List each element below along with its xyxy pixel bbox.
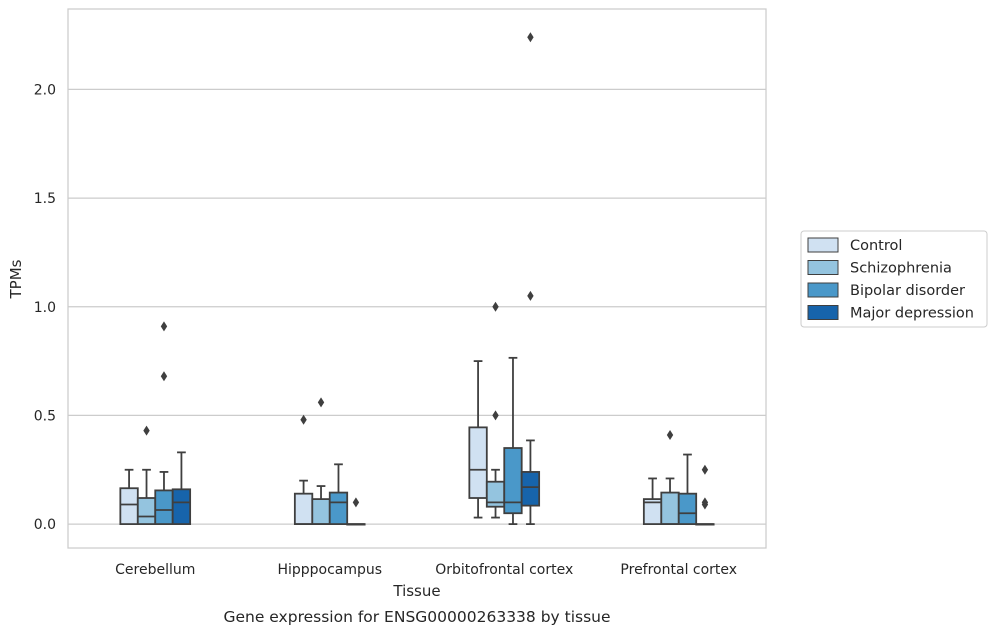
box-body bbox=[677, 492, 698, 525]
y-tick-label: 2.0 bbox=[34, 82, 56, 98]
box-0-0 bbox=[119, 468, 139, 525]
legend-label: Bipolar disorder bbox=[850, 283, 965, 299]
box-1-2 bbox=[328, 463, 349, 525]
box-layer bbox=[119, 32, 715, 526]
plot-frame bbox=[67, 8, 767, 549]
box-1-3 bbox=[346, 497, 366, 526]
y-tick-label: 1.5 bbox=[34, 191, 56, 207]
box-3-2 bbox=[677, 453, 698, 525]
outlier-point bbox=[143, 425, 150, 436]
box-2-2 bbox=[503, 356, 523, 525]
box-body bbox=[328, 491, 349, 525]
box-body bbox=[660, 491, 680, 525]
legend: Control Schizophrenia Bipolar disorder Majo… bbox=[800, 230, 988, 328]
x-tick-label: Hipppocampus bbox=[277, 562, 382, 578]
box-body bbox=[154, 489, 174, 525]
y-tick-label: 1.0 bbox=[34, 300, 56, 316]
y-tick-label: 0.5 bbox=[34, 408, 56, 424]
outlier-point bbox=[160, 321, 168, 332]
outlier-point bbox=[317, 397, 325, 408]
y-axis-label: TPMs bbox=[7, 259, 25, 299]
y-tick-label: 0.0 bbox=[34, 517, 56, 533]
box-0-3 bbox=[171, 451, 192, 525]
outlier-point bbox=[701, 464, 709, 475]
legend-swatch bbox=[807, 305, 839, 320]
grid-layer bbox=[68, 88, 766, 525]
box-3-1 bbox=[660, 429, 680, 525]
legend-label: Schizophrenia bbox=[850, 261, 952, 277]
box-3-3 bbox=[695, 464, 715, 526]
box-2-0 bbox=[468, 360, 488, 519]
chart-caption: Gene expression for ENSG00000263338 by t… bbox=[223, 608, 610, 626]
legend-label: Major depression bbox=[850, 306, 974, 322]
x-axis-label: Tissue bbox=[392, 582, 440, 600]
legend-swatch bbox=[807, 260, 839, 275]
outlier-point bbox=[352, 497, 360, 508]
outlier-point bbox=[527, 32, 534, 43]
box-0-1 bbox=[136, 425, 157, 525]
box-body bbox=[293, 492, 314, 525]
outlier-point bbox=[527, 290, 534, 301]
box-1-0 bbox=[293, 414, 314, 525]
box-body bbox=[468, 426, 488, 499]
outlier-point bbox=[701, 497, 709, 508]
legend-swatch bbox=[807, 282, 839, 298]
outlier-point bbox=[160, 371, 168, 382]
outlier-point bbox=[492, 301, 499, 312]
x-tick-label: Prefrontal cortex bbox=[620, 562, 737, 578]
tick-layer: 0.0 0.5 1.0 1.5 2.0 Cerebellum Hipppocampus Orb… bbox=[34, 82, 737, 578]
box-1-1 bbox=[311, 397, 331, 525]
box-body bbox=[503, 447, 523, 515]
box-body bbox=[520, 471, 541, 507]
box-body bbox=[311, 498, 331, 525]
box-3-0 bbox=[642, 477, 663, 525]
x-tick-label: Cerebellum bbox=[115, 562, 195, 578]
legend-swatch bbox=[807, 237, 839, 253]
outlier-point bbox=[492, 410, 499, 421]
box-body bbox=[136, 497, 157, 525]
box-body bbox=[171, 488, 192, 525]
legend-label: Control bbox=[850, 238, 902, 254]
x-tick-label: Orbitofrontal cortex bbox=[435, 562, 573, 578]
legend-frame bbox=[800, 230, 988, 328]
outlier-point bbox=[300, 414, 307, 425]
box-2-3 bbox=[520, 32, 541, 525]
outlier-point bbox=[666, 429, 674, 440]
box-2-1 bbox=[485, 301, 506, 519]
box-body bbox=[119, 487, 139, 525]
box-0-2 bbox=[154, 321, 174, 525]
